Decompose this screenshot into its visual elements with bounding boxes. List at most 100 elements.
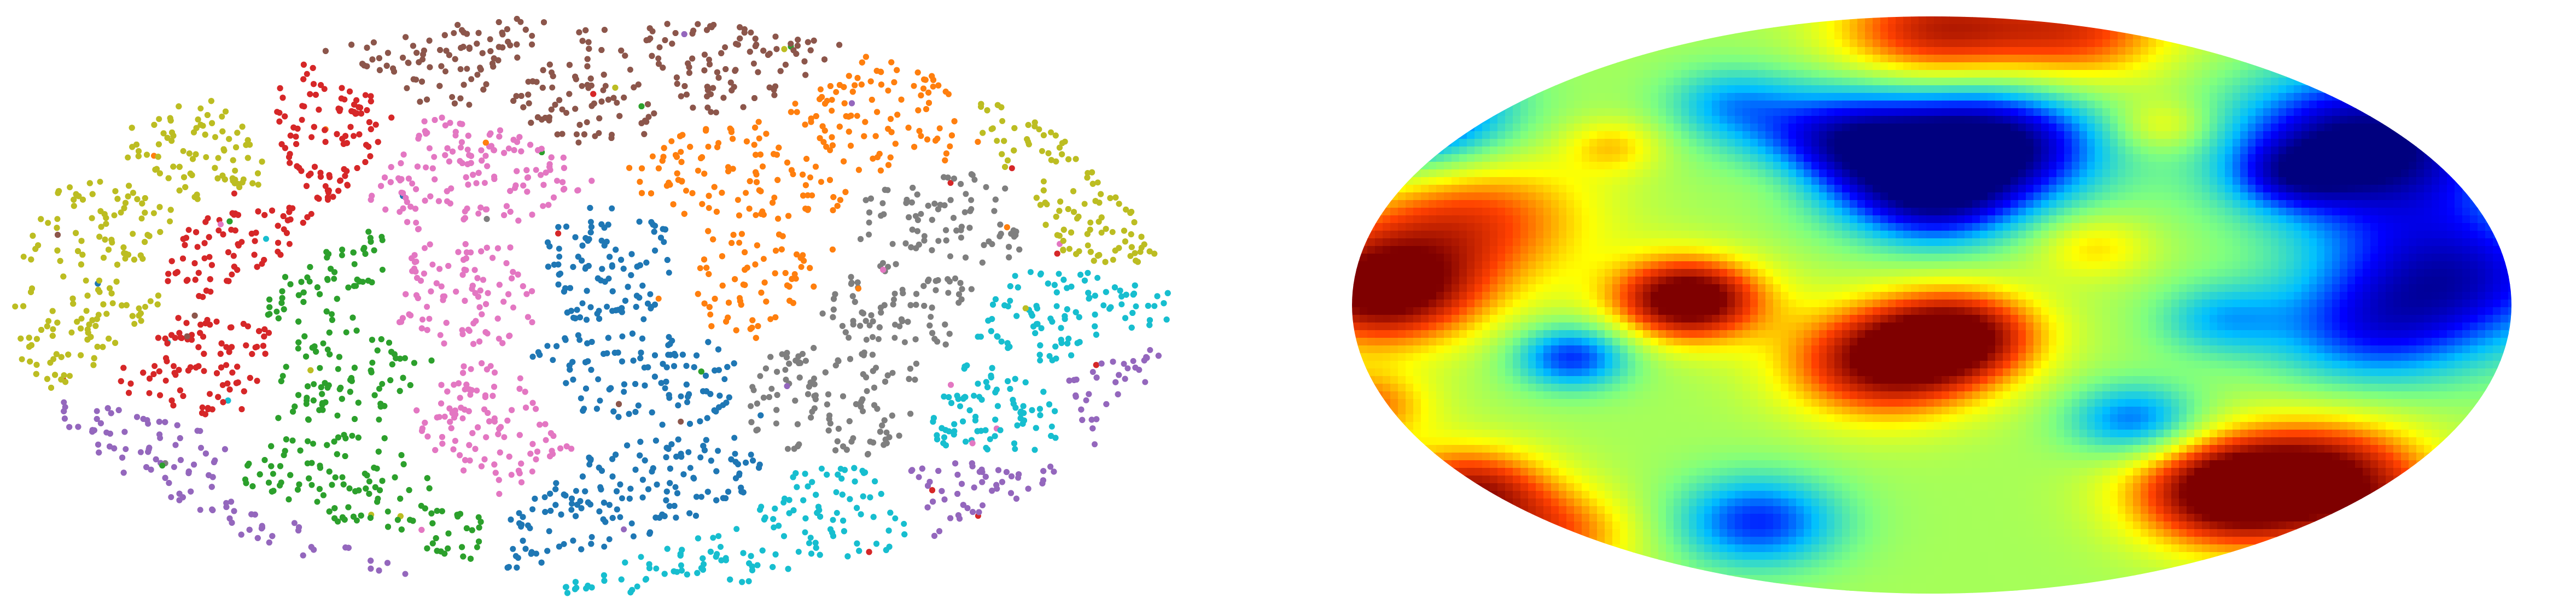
scatter-point bbox=[645, 114, 652, 120]
scatter-point bbox=[308, 134, 315, 140]
scatter-point bbox=[866, 322, 873, 329]
scatter-point bbox=[308, 482, 315, 488]
scatter-point bbox=[748, 30, 754, 36]
scatter-point bbox=[614, 99, 620, 106]
scatter-point bbox=[146, 390, 153, 396]
scatter-point bbox=[1009, 165, 1015, 172]
scatter-point bbox=[1086, 295, 1092, 302]
scatter-point bbox=[529, 468, 535, 475]
scatter-point bbox=[517, 375, 523, 382]
scatter-point bbox=[783, 377, 789, 383]
scatter-point bbox=[662, 385, 668, 391]
scatter-point bbox=[273, 308, 280, 315]
scatter-point bbox=[988, 126, 995, 132]
scatter-point bbox=[67, 373, 73, 379]
scatter-point bbox=[987, 436, 993, 442]
scatter-point bbox=[467, 391, 474, 398]
scatter-point bbox=[687, 465, 693, 471]
scatter-point bbox=[231, 190, 237, 197]
scatter-point bbox=[150, 210, 157, 216]
scatter-point bbox=[474, 72, 481, 78]
scatter-point bbox=[649, 153, 656, 160]
scatter-point bbox=[379, 380, 386, 387]
scatter-points bbox=[12, 16, 1171, 596]
scatter-point bbox=[595, 376, 602, 383]
scatter-point bbox=[640, 316, 647, 322]
scatter-point bbox=[320, 340, 327, 347]
scatter-point bbox=[130, 231, 136, 237]
scatter-point bbox=[1048, 129, 1054, 136]
scatter-point bbox=[215, 155, 222, 161]
scatter-point bbox=[1110, 256, 1116, 263]
scatter-point bbox=[464, 66, 470, 72]
scatter-point bbox=[310, 441, 316, 447]
scatter-point bbox=[136, 305, 142, 312]
scatter-point bbox=[305, 438, 311, 444]
scatter-point bbox=[223, 362, 230, 368]
scatter-point bbox=[335, 366, 341, 372]
scatter-point bbox=[369, 360, 376, 366]
scatter-point bbox=[1007, 297, 1013, 304]
scatter-point bbox=[199, 404, 206, 410]
scatter-point bbox=[314, 498, 320, 505]
scatter-point bbox=[947, 253, 953, 260]
scatter-point bbox=[475, 210, 482, 217]
scatter-point bbox=[609, 205, 615, 212]
scatter-point bbox=[1027, 269, 1034, 275]
scatter-point bbox=[1118, 301, 1125, 308]
scatter-point bbox=[468, 366, 474, 372]
scatter-point bbox=[648, 305, 654, 312]
scatter-point bbox=[695, 167, 701, 174]
scatter-point bbox=[1094, 274, 1101, 281]
scatter-point bbox=[97, 179, 103, 185]
scatter-point bbox=[606, 536, 613, 542]
scatter-point bbox=[773, 420, 779, 427]
scatter-point bbox=[510, 304, 516, 311]
scatter-point bbox=[1012, 273, 1018, 279]
scatter-point bbox=[811, 376, 817, 382]
scatter-point bbox=[768, 385, 775, 392]
scatter-point bbox=[429, 261, 436, 268]
scatter-point bbox=[1089, 369, 1096, 375]
scatter-point bbox=[533, 167, 539, 173]
scatter-point bbox=[147, 298, 154, 304]
scatter-point bbox=[708, 109, 714, 115]
scatter-point bbox=[232, 167, 238, 174]
scatter-point bbox=[627, 67, 633, 73]
scatter-point bbox=[896, 323, 903, 330]
scatter-point bbox=[379, 267, 386, 273]
scatter-point bbox=[1048, 423, 1055, 430]
scatter-point bbox=[578, 395, 584, 402]
scatter-point bbox=[805, 192, 811, 198]
scatter-point bbox=[1036, 126, 1042, 133]
scatter-point bbox=[118, 209, 124, 216]
scatter-point bbox=[68, 329, 75, 336]
scatter-point bbox=[131, 321, 138, 327]
scatter-point bbox=[1039, 148, 1045, 154]
scatter-point bbox=[630, 533, 637, 539]
scatter-point bbox=[678, 562, 684, 568]
scatter-point bbox=[771, 524, 777, 531]
scatter-point bbox=[212, 134, 218, 140]
scatter-point bbox=[655, 55, 662, 62]
scatter-point bbox=[339, 474, 346, 480]
scatter-point bbox=[885, 87, 891, 94]
scatter-point bbox=[601, 543, 608, 550]
scatter-point bbox=[362, 92, 369, 98]
scatter-point bbox=[672, 484, 679, 490]
scatter-point bbox=[575, 139, 582, 146]
scatter-point bbox=[573, 131, 580, 138]
scatter-point bbox=[619, 333, 626, 339]
scatter-point bbox=[598, 237, 605, 244]
scatter-point bbox=[240, 176, 247, 183]
scatter-point bbox=[464, 146, 471, 153]
scatter-point bbox=[137, 449, 144, 455]
scatter-point bbox=[863, 337, 870, 343]
scatter-point bbox=[846, 335, 852, 341]
scatter-point bbox=[1037, 357, 1044, 363]
scatter-point bbox=[527, 525, 533, 531]
scatter-point bbox=[731, 435, 738, 441]
scatter-point bbox=[423, 164, 429, 171]
scatter-point bbox=[207, 391, 213, 397]
scatter-point bbox=[540, 203, 546, 209]
